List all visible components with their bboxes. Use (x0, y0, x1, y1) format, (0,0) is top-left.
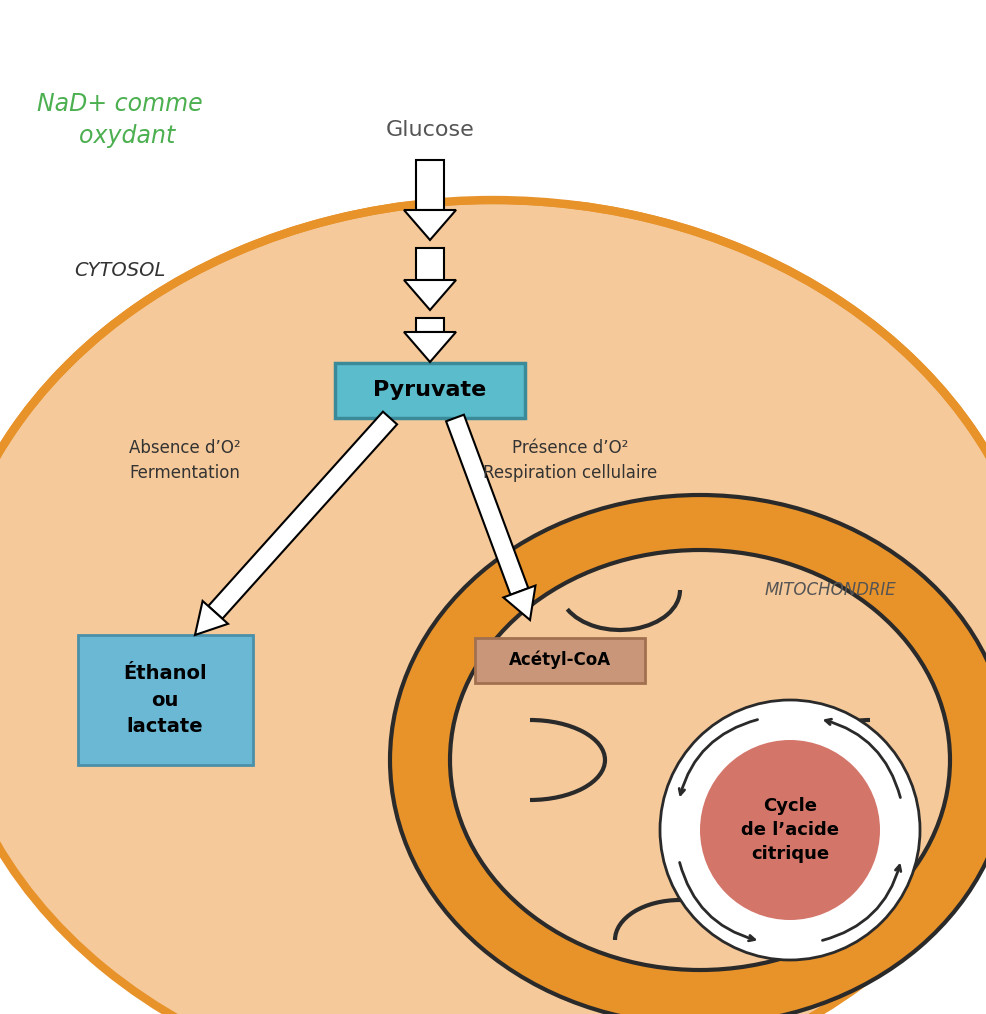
Polygon shape (404, 332, 456, 362)
Circle shape (660, 700, 920, 960)
Polygon shape (404, 280, 456, 310)
Bar (416, 248, 444, 280)
Text: Cycle
de l’acide
citrique: Cycle de l’acide citrique (741, 797, 839, 863)
Text: Acétyl-CoA: Acétyl-CoA (509, 651, 611, 669)
Ellipse shape (390, 495, 986, 1014)
Ellipse shape (450, 550, 950, 970)
Polygon shape (404, 210, 456, 240)
Text: Pyruvate: Pyruvate (374, 380, 487, 400)
Text: NaD+ comme
  oxydant: NaD+ comme oxydant (37, 92, 203, 148)
Text: MITOCHONDRIE: MITOCHONDRIE (764, 581, 896, 599)
Circle shape (700, 740, 880, 920)
Polygon shape (195, 601, 228, 635)
FancyBboxPatch shape (78, 635, 252, 765)
Bar (416, 160, 444, 210)
Polygon shape (208, 412, 397, 619)
FancyBboxPatch shape (475, 638, 645, 682)
Text: Éthanol
ou
lactate: Éthanol ou lactate (123, 664, 207, 736)
Bar (0, 0, 986, 200)
Polygon shape (446, 415, 528, 595)
Text: Présence d’O²
Respiration cellulaire: Présence d’O² Respiration cellulaire (483, 438, 657, 482)
Ellipse shape (0, 200, 986, 1014)
Bar (416, 318, 444, 332)
Text: CYTOSOL: CYTOSOL (74, 261, 166, 280)
Text: Glucose: Glucose (386, 120, 474, 140)
Polygon shape (504, 585, 535, 620)
Text: Absence d’O²
Fermentation: Absence d’O² Fermentation (129, 438, 241, 482)
FancyBboxPatch shape (335, 362, 525, 418)
